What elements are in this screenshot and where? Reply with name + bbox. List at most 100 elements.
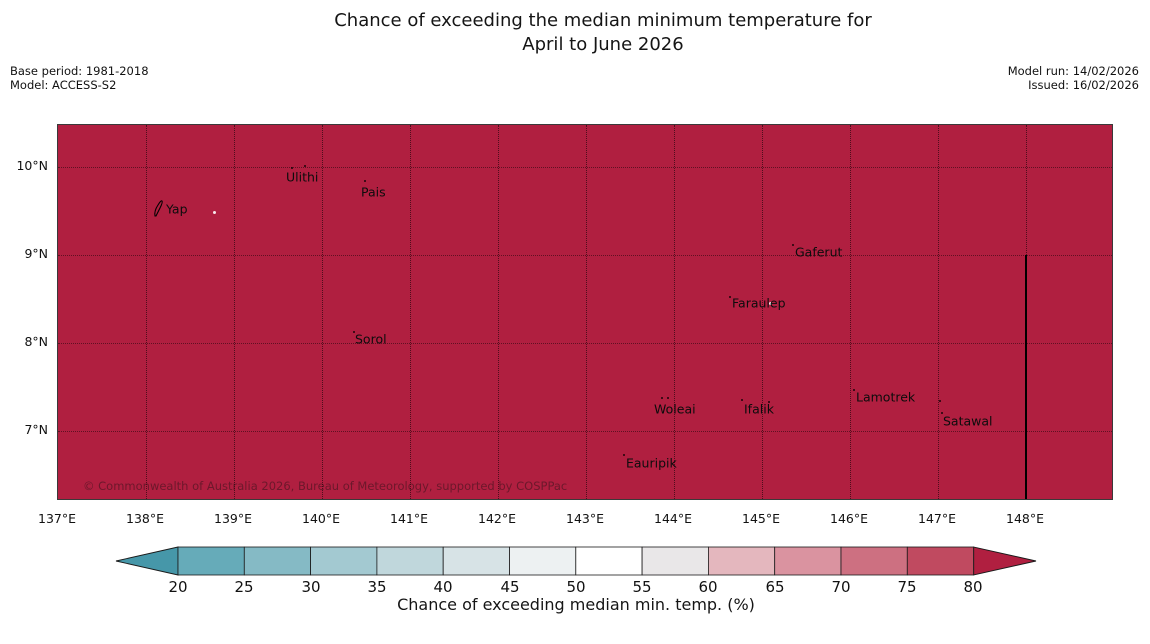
gridline-144e <box>674 125 675 499</box>
y-tick-8n: 8°N <box>24 334 48 349</box>
islet-dot-woleai-2 <box>667 397 669 399</box>
gridline-145e <box>762 125 763 499</box>
cb-tick-45: 45 <box>500 578 520 596</box>
gridline-10n <box>58 167 1112 168</box>
x-tick-137e: 137°E <box>37 511 77 526</box>
map-panel: Yap Ulithi Pais Gaferut Faraulep Sorol W… <box>57 124 1113 500</box>
colorbar <box>115 546 1037 576</box>
place-label-lamotrek: Lamotrek <box>856 389 916 405</box>
y-tick-9n: 9°N <box>24 246 48 261</box>
islet-dot-eauripik <box>623 454 625 456</box>
colorbar-seg-40-45 <box>442 546 510 576</box>
islet-dot-satawal <box>941 412 943 414</box>
cb-tick-40: 40 <box>433 578 453 596</box>
cb-tick-70: 70 <box>831 578 851 596</box>
copyright-notice: © Commonwealth of Australia 2026, Bureau… <box>83 479 568 493</box>
islet-dot-gaferut <box>792 244 794 246</box>
cb-tick-35: 35 <box>367 578 387 596</box>
islet-dot-sorol <box>353 331 355 333</box>
x-tick-147e: 147°E <box>917 511 957 526</box>
place-label-gaferut: Gaferut <box>795 244 843 260</box>
colorbar-seg-60-65 <box>708 546 776 576</box>
map-fill <box>58 125 1112 499</box>
place-label-yap: Yap <box>166 201 188 217</box>
x-tick-140e: 140°E <box>301 511 341 526</box>
islet-dot-ifalik-2 <box>768 401 770 403</box>
islet-dot-pais <box>364 180 366 182</box>
gridline-147e <box>938 125 939 499</box>
gridline-7n <box>58 431 1112 432</box>
colorbar-seg-35-40 <box>376 546 444 576</box>
islet-speck-faraulep <box>769 302 772 305</box>
gridline-140e <box>322 125 323 499</box>
y-tick-7n: 7°N <box>24 422 48 437</box>
x-tick-144e: 144°E <box>653 511 693 526</box>
cb-tick-65: 65 <box>765 578 785 596</box>
gridline-141e <box>410 125 411 499</box>
x-tick-148e: 148°E <box>1005 511 1045 526</box>
cb-tick-20: 20 <box>168 578 188 596</box>
x-tick-138e: 138°E <box>125 511 165 526</box>
x-tick-143e: 143°E <box>565 511 605 526</box>
gridline-9n <box>58 255 1112 256</box>
x-tick-142e: 142°E <box>477 511 517 526</box>
colorbar-right-arrow <box>973 546 1037 576</box>
islet-dot-ulithi <box>291 167 293 169</box>
colorbar-seg-65-70 <box>774 546 842 576</box>
colorbar-seg-70-75 <box>840 546 908 576</box>
islet-speck-yap <box>213 211 216 214</box>
islet-dot-faraulep <box>729 296 731 298</box>
cb-tick-60: 60 <box>698 578 718 596</box>
colorbar-seg-25-30 <box>243 546 312 576</box>
colorbar-label: Chance of exceeding median min. temp. (%… <box>397 595 755 614</box>
title-line-1: Chance of exceeding the median minimum t… <box>334 10 872 31</box>
base-period-text: Base period: 1981-2018 <box>10 64 149 78</box>
cb-tick-75: 75 <box>897 578 917 596</box>
gridline-142e <box>498 125 499 499</box>
cb-tick-80: 80 <box>963 578 983 596</box>
place-label-satawal: Satawal <box>943 413 993 429</box>
colorbar-seg-50-55 <box>575 546 643 576</box>
islet-dot-woleai <box>661 397 663 399</box>
place-label-pais: Pais <box>361 184 386 200</box>
colorbar-seg-55-60 <box>641 546 709 576</box>
model-name-text: Model: ACCESS-S2 <box>10 78 117 92</box>
model-metadata-right: Model run: 14/02/2026 Issued: 16/02/2026 <box>1008 64 1139 92</box>
y-tick-10n: 10°N <box>16 158 48 173</box>
x-tick-139e: 139°E <box>213 511 253 526</box>
yap-island-icon <box>154 200 163 217</box>
x-tick-145e: 145°E <box>741 511 781 526</box>
page-title: Chance of exceeding the median minimum t… <box>153 9 1053 57</box>
cb-tick-30: 30 <box>301 578 321 596</box>
place-label-faraulep: Faraulep <box>732 295 786 311</box>
islet-dot-ifalik <box>741 399 743 401</box>
place-label-ulithi: Ulithi <box>286 169 319 185</box>
colorbar-seg-30-35 <box>310 546 378 576</box>
place-label-ifalik: Ifalik <box>744 401 774 417</box>
gridline-138e <box>146 125 147 499</box>
gridline-8n <box>58 343 1112 344</box>
cb-tick-25: 25 <box>234 578 254 596</box>
place-label-woleai: Woleai <box>654 401 696 417</box>
colorbar-seg-75-80 <box>906 546 975 576</box>
colorbar-left-arrow <box>115 546 179 576</box>
gridline-146e <box>850 125 851 499</box>
model-metadata-left: Base period: 1981-2018 Model: ACCESS-S2 <box>10 64 149 92</box>
x-tick-146e: 146°E <box>829 511 869 526</box>
place-label-sorol: Sorol <box>355 331 387 347</box>
title-line-2: April to June 2026 <box>522 34 684 55</box>
state-boundary-line <box>1025 255 1027 499</box>
colorbar-seg-20-25 <box>177 546 245 576</box>
islet-dot-west-fayu <box>939 400 941 402</box>
cb-tick-55: 55 <box>632 578 652 596</box>
cb-tick-50: 50 <box>566 578 586 596</box>
x-tick-141e: 141°E <box>389 511 429 526</box>
place-label-eauripik: Eauripik <box>626 455 677 471</box>
gridline-143e <box>586 125 587 499</box>
islet-dot-ulithi-2 <box>304 165 306 167</box>
model-run-text: Model run: 14/02/2026 <box>1007 64 1139 78</box>
islet-dot-lamotrek <box>853 389 855 391</box>
issued-date-text: Issued: 16/02/2026 <box>1028 78 1139 92</box>
gridline-139e <box>234 125 235 499</box>
